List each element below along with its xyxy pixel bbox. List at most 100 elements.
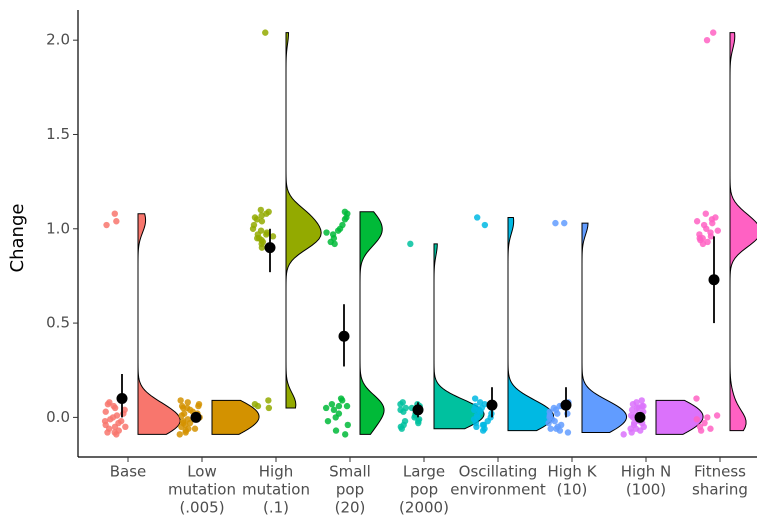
- data-point: [713, 412, 721, 419]
- data-point: [701, 419, 708, 427]
- y-axis-label: Change: [7, 204, 28, 273]
- data-point: [262, 29, 269, 36]
- data-point: [397, 400, 404, 408]
- data-point: [269, 233, 277, 240]
- data-point: [113, 218, 120, 225]
- data-point: [101, 417, 109, 425]
- half-violin: [581, 222, 628, 433]
- data-point: [471, 395, 479, 402]
- x-tick-label: (2000): [399, 499, 449, 517]
- mean-point: [264, 242, 276, 254]
- data-point: [343, 402, 351, 410]
- y-tick-label: 0.5: [46, 314, 70, 332]
- data-point: [697, 427, 705, 434]
- data-point: [185, 425, 192, 432]
- data-point: [257, 206, 265, 214]
- data-point: [564, 429, 572, 436]
- data-point: [265, 397, 272, 404]
- data-point: [480, 421, 488, 429]
- data-point: [180, 419, 187, 427]
- half-violin: [655, 399, 704, 435]
- y-tick-label: 1.5: [46, 125, 70, 143]
- data-point: [322, 404, 330, 412]
- data-point: [332, 414, 339, 421]
- half-violin: [729, 32, 757, 432]
- data-point: [693, 395, 700, 402]
- half-violin: [359, 211, 385, 435]
- data-point: [703, 225, 710, 232]
- data-point: [331, 240, 338, 248]
- mean-point: [708, 274, 720, 286]
- data-point: [699, 235, 706, 242]
- data-point: [265, 404, 273, 412]
- x-tick-label: environment: [450, 481, 546, 499]
- x-tick-label: mutation: [242, 481, 310, 499]
- data-point: [479, 427, 487, 434]
- data-point: [398, 425, 405, 432]
- x-tick-label: (20): [335, 499, 366, 517]
- data-point: [699, 240, 707, 248]
- half-violin: [137, 213, 181, 435]
- data-point: [332, 427, 340, 434]
- data-point: [714, 227, 721, 234]
- data-point: [107, 416, 114, 423]
- data-point: [263, 231, 270, 238]
- data-point: [640, 402, 647, 410]
- x-tick-label: (10): [557, 481, 588, 499]
- x-tick-label: Low: [187, 463, 217, 481]
- data-point: [253, 216, 261, 223]
- half-violin: [211, 399, 260, 435]
- data-point: [554, 410, 561, 417]
- data-point: [258, 244, 266, 251]
- x-tick-label: High K: [547, 463, 597, 481]
- x-tick-label: Large: [403, 463, 445, 481]
- data-point: [102, 408, 109, 415]
- data-point: [191, 425, 199, 432]
- data-point: [473, 423, 480, 431]
- data-point: [707, 233, 715, 240]
- data-point: [104, 400, 112, 408]
- data-point: [552, 219, 559, 227]
- data-point: [104, 429, 111, 436]
- data-point: [111, 404, 119, 412]
- data-point: [638, 397, 645, 404]
- data-point: [339, 397, 346, 404]
- data-point: [184, 399, 191, 406]
- data-point: [324, 417, 332, 425]
- mean-point: [560, 399, 572, 411]
- data-point: [258, 212, 265, 219]
- data-point: [693, 416, 700, 423]
- data-point: [627, 425, 634, 432]
- data-point: [474, 214, 481, 221]
- data-point: [635, 404, 642, 412]
- data-point: [620, 431, 627, 438]
- data-point: [702, 210, 709, 217]
- data-point: [481, 221, 489, 229]
- x-tick-label: Base: [110, 463, 147, 481]
- x-tick-label: Oscillating: [459, 463, 538, 481]
- data-point: [254, 402, 262, 410]
- mean-point: [338, 330, 350, 342]
- data-point: [710, 29, 717, 36]
- data-point: [407, 240, 414, 248]
- y-tick-label: 1.0: [46, 219, 70, 237]
- x-tick-label: pop: [336, 481, 364, 499]
- data-point: [637, 427, 644, 434]
- data-point: [111, 210, 118, 217]
- data-point: [693, 218, 701, 225]
- data-point: [176, 431, 183, 438]
- data-point: [178, 412, 185, 419]
- data-point: [344, 421, 351, 429]
- data-point: [709, 219, 716, 227]
- x-tick-label: High: [259, 463, 293, 481]
- data-point: [334, 227, 342, 234]
- data-point: [400, 408, 407, 415]
- data-point: [631, 419, 638, 427]
- y-tick-label: 2.0: [46, 31, 70, 49]
- y-tick-label: 0.0: [46, 408, 70, 426]
- data-point: [121, 406, 128, 414]
- data-point: [111, 429, 118, 436]
- data-point: [258, 218, 266, 225]
- data-point: [335, 402, 343, 410]
